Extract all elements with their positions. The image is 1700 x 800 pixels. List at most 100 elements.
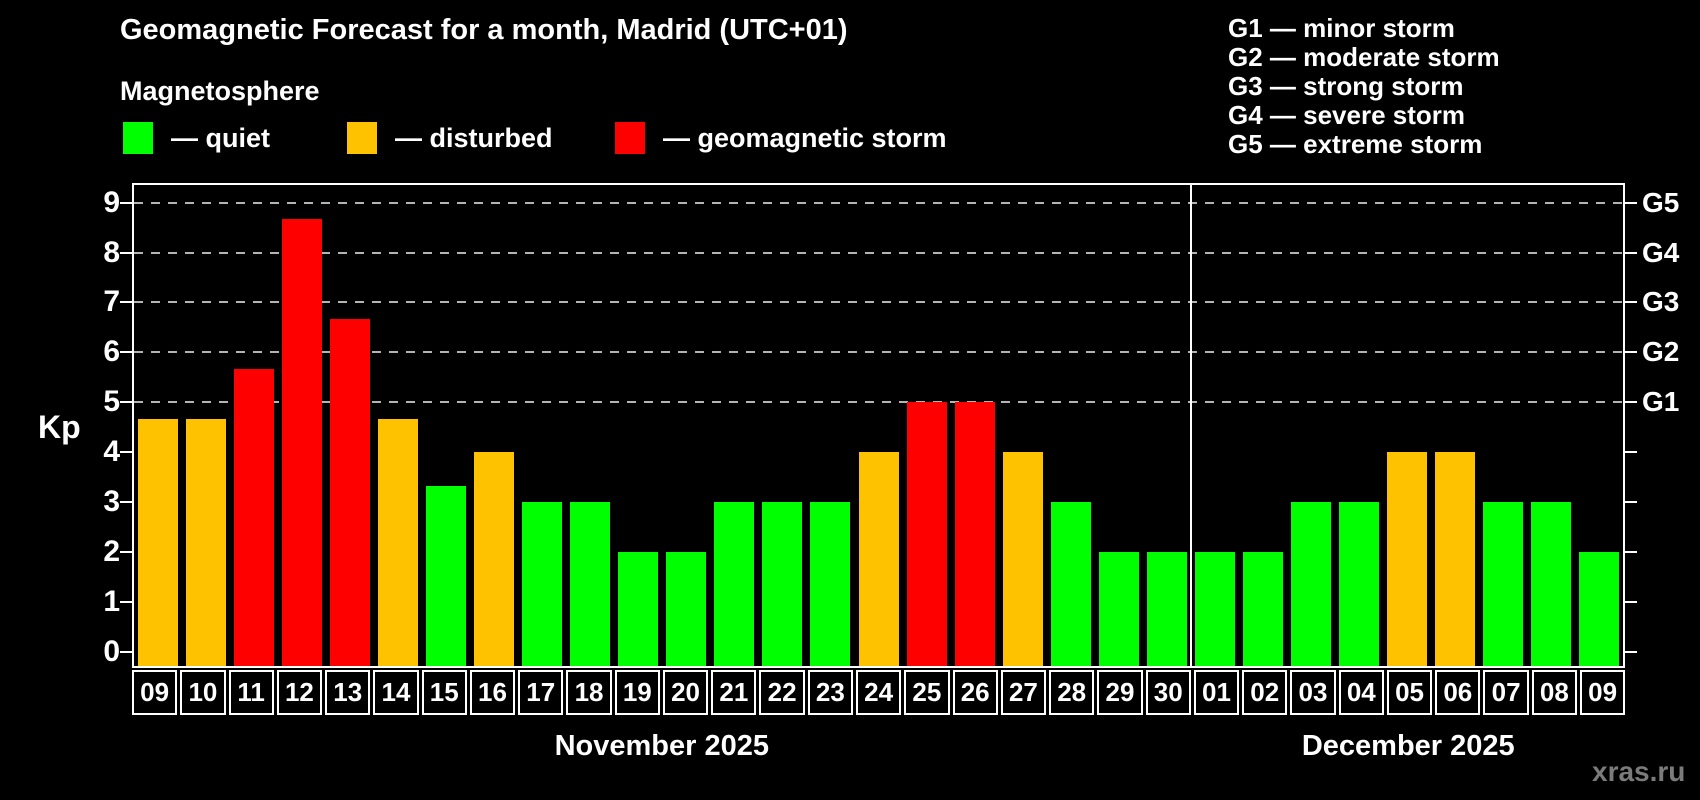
watermark: xras.ru — [1592, 756, 1686, 787]
y-axis-tick-left — [120, 301, 132, 304]
date-cell: 05 — [1386, 670, 1433, 715]
kp-bar — [762, 502, 803, 666]
y-tick-label: 8 — [103, 235, 120, 269]
g-scale-legend: G1 — minor storm G2 — moderate storm G3 — … — [1228, 14, 1500, 159]
y-tick-label: 9 — [103, 185, 120, 219]
kp-bar — [1194, 551, 1235, 666]
date-cell: 14 — [373, 670, 419, 715]
date-cell: 02 — [1242, 670, 1288, 715]
date-cell: 13 — [325, 670, 371, 715]
kp-bar — [1578, 551, 1619, 666]
kp-bar — [1050, 502, 1091, 666]
legend-swatch-storm-icon — [615, 122, 645, 154]
date-cell: 18 — [566, 670, 612, 715]
g-label-g5: G5 — [1642, 186, 1680, 218]
page-title: Geomagnetic Forecast for a month, Madrid… — [120, 14, 848, 46]
y-tick-label: 7 — [103, 285, 120, 319]
subtitle: Magnetosphere — [120, 76, 320, 106]
date-cell: 11 — [228, 670, 274, 715]
y-axis-tick-left — [120, 600, 132, 603]
kp-bar — [522, 502, 563, 666]
y-tick-label: 1 — [103, 584, 120, 618]
y-axis-tick-left — [120, 201, 132, 204]
y-axis-tick-right — [1625, 600, 1637, 603]
y-tick-label: 2 — [103, 534, 120, 568]
g-scale-line: G3 — strong storm — [1228, 71, 1464, 101]
date-cell: 12 — [276, 670, 323, 715]
g-scale-line: G2 — moderate storm — [1228, 42, 1500, 72]
y-tick-label: 4 — [103, 435, 120, 469]
gridline-g4 — [134, 251, 1623, 254]
date-cell: 26 — [952, 670, 998, 715]
kp-bar — [1530, 502, 1571, 666]
date-cell: 16 — [469, 670, 516, 715]
y-axis-title: Kp — [38, 409, 81, 445]
date-cell: 23 — [807, 670, 853, 715]
y-axis-tick-right — [1625, 401, 1637, 404]
y-axis-tick-left — [120, 550, 132, 553]
kp-bar — [714, 502, 755, 666]
legend-label-disturbed: — disturbed — [395, 122, 553, 153]
legend-swatch-quiet-icon — [123, 122, 153, 154]
kp-bar — [1290, 502, 1331, 666]
y-axis-tick-right — [1625, 550, 1637, 553]
date-cell: 03 — [1290, 670, 1336, 715]
y-axis-tick-left — [120, 251, 132, 254]
date-cell: 19 — [614, 670, 660, 715]
date-cell: 28 — [1049, 670, 1095, 715]
kp-bar — [666, 551, 707, 666]
date-cell: 30 — [1145, 670, 1191, 715]
y-axis-tick-left — [120, 501, 132, 503]
kp-bar — [234, 368, 275, 666]
date-cell: 08 — [1531, 670, 1577, 715]
y-axis-tick-right — [1625, 201, 1637, 204]
kp-bar — [618, 551, 659, 666]
legend-item-storm: — geomagnetic storm — [615, 121, 947, 155]
y-axis-tick-right — [1625, 501, 1637, 503]
date-cell: 09 — [132, 670, 178, 715]
kp-bar — [474, 452, 515, 666]
y-axis-tick-right — [1625, 251, 1637, 254]
kp-bar — [1098, 551, 1139, 666]
y-axis-tick-left — [120, 451, 132, 454]
date-cell: 06 — [1435, 670, 1481, 715]
y-axis-tick-left — [120, 650, 132, 653]
kp-bar — [1386, 452, 1427, 666]
legend-label-storm: — geomagnetic storm — [663, 122, 947, 153]
legend-item-quiet: — quiet — [123, 121, 270, 155]
kp-bar — [138, 418, 179, 666]
legend-swatch-disturbed-icon — [347, 122, 377, 154]
date-cell: 07 — [1483, 670, 1529, 715]
date-cell: 24 — [855, 670, 902, 715]
kp-bar — [282, 219, 323, 666]
date-cell: 20 — [662, 670, 709, 715]
month-divider — [1189, 185, 1192, 666]
date-cell: 27 — [1000, 670, 1047, 715]
kp-bar — [1482, 502, 1523, 666]
kp-bar — [570, 502, 611, 666]
g-scale-line: G5 — extreme storm — [1228, 129, 1483, 159]
g-label-g1: G1 — [1642, 386, 1680, 418]
g-scale-line: G1 — minor storm — [1228, 13, 1455, 43]
y-axis-tick-right — [1625, 650, 1637, 653]
date-cell: 04 — [1338, 670, 1384, 715]
date-cell: 17 — [518, 670, 564, 715]
y-axis-tick-right — [1625, 301, 1637, 304]
kp-bar — [186, 418, 227, 666]
y-tick-label: 6 — [103, 335, 120, 369]
kp-bar — [858, 452, 899, 666]
date-cell: 09 — [1579, 670, 1626, 715]
kp-bar — [1338, 502, 1379, 666]
g-scale-line: G4 — severe storm — [1228, 100, 1466, 130]
kp-bar — [1434, 452, 1475, 666]
gridline-g2 — [134, 351, 1623, 354]
kp-bar — [954, 402, 995, 666]
legend-label-quiet: — quiet — [171, 122, 270, 153]
date-cell: 25 — [904, 670, 950, 715]
legend-item-disturbed: — disturbed — [347, 121, 553, 155]
date-row: 09 10 11 12 13 14 15 16 17 18 19 20 21 22 23 24 25 26 27 28… — [132, 670, 1626, 715]
gridline-g1 — [134, 401, 1623, 404]
kp-bar — [1146, 551, 1187, 666]
gridline-g5 — [134, 201, 1623, 204]
